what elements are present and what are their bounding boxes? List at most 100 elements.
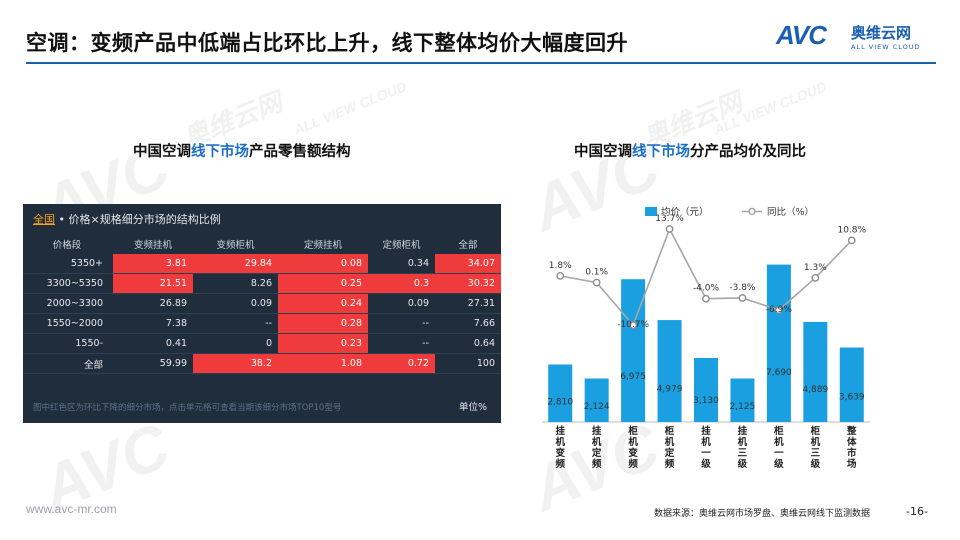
right-title-highlight: 线下市场 (632, 144, 690, 160)
category-label: 整体市场 (846, 425, 857, 470)
table-cell[interactable]: -- (265, 318, 272, 329)
table-cell[interactable]: 7.38 (165, 318, 187, 329)
table-scope-link[interactable]: 全国 (33, 213, 55, 226)
left-title-post: 产品零售额结构 (249, 144, 351, 160)
yoy-point (774, 306, 783, 315)
bar-value-label: 2,124 (584, 402, 610, 412)
left-title-highlight: 线下市场 (191, 144, 249, 160)
table-header-cell: 价格段 (52, 239, 82, 251)
yoy-point (702, 294, 710, 303)
bar (766, 264, 791, 422)
footer-url[interactable]: www.avc-mr.com (26, 502, 117, 516)
yoy-value-label: -4.0% (693, 284, 720, 294)
table-cell[interactable]: 0.24 (278, 294, 368, 313)
bar-value-label: 6,975 (620, 372, 646, 382)
category-label: 挂机变频 (555, 425, 565, 470)
bar (584, 378, 609, 422)
table-cell[interactable]: 0.41 (165, 338, 187, 349)
table-cell[interactable]: 100 (476, 358, 495, 369)
left-panel-title: 中国空调线下市场产品零售额结构 (133, 140, 351, 161)
yoy-point (592, 278, 601, 287)
logo-mark: AVC (776, 20, 827, 50)
category-label: 挂机一级 (700, 425, 711, 470)
table-row-label: 1550- (75, 338, 103, 349)
table-cell[interactable]: 0.28 (278, 314, 368, 333)
structure-table: 全国 • 价格×规格细分市场的结构比例 价格段 变频挂机 变频柜机 定频挂机 定频柜机全… (23, 204, 501, 423)
page-number: -16- (906, 505, 928, 518)
bar (548, 364, 573, 422)
left-title-pre: 中国空调 (133, 144, 191, 160)
row-divider (23, 273, 501, 274)
table-cell[interactable]: 8.26 (250, 278, 272, 289)
bar (621, 279, 646, 422)
table-cell[interactable]: 0.3 (368, 274, 435, 293)
table-header-cell: 变频柜机 (216, 239, 255, 251)
bar (839, 347, 864, 422)
price-chart: 均价（元） 同比（%） 2,810 2,124 6,975 4,979 3,130 2,125… (542, 206, 870, 470)
table-header-cell: 定频挂机 (303, 239, 342, 251)
bar-value-label: 3,639 (839, 393, 865, 403)
table-row-label: 2000~3300 (46, 298, 103, 309)
table-cell[interactable]: 30.32 (435, 274, 501, 293)
table-cell[interactable]: 21.51 (113, 274, 193, 293)
table-cell[interactable]: 26.89 (159, 298, 187, 309)
table-cell[interactable]: 0.25 (278, 274, 368, 293)
table-header-cell: 变频挂机 (133, 239, 172, 251)
table-cell[interactable]: 0.64 (473, 338, 495, 349)
bar-value-label: 7,690 (766, 368, 792, 378)
yoy-point (811, 273, 820, 282)
table-caption: 全国 • 价格×规格细分市场的结构比例 (33, 211, 221, 227)
table-cell[interactable]: 0.08 (278, 254, 368, 273)
table-cell[interactable]: 29.84 (193, 254, 278, 273)
yoy-point (556, 271, 565, 280)
table-cell[interactable]: 0.09 (407, 298, 429, 309)
table-cell[interactable]: 38.2 (193, 354, 278, 373)
table-cell[interactable]: 34.07 (435, 254, 501, 273)
table-note: 图中红色区为环比下降的细分市场，点击单元格可查看当期该细分市场TOP10型号 (33, 403, 342, 413)
yoy-point (665, 225, 674, 233)
table-row: 全部 59.99 38.2 1.08 0.72 100 (23, 354, 501, 374)
table-cell[interactable]: -- (422, 318, 429, 329)
table-row-label: 5350+ (70, 258, 103, 269)
right-panel-title: 中国空调线下市场分产品均价及同比 (574, 140, 806, 161)
table-row-label: 3300~5350 (46, 278, 103, 289)
category-label: 柜机定频 (664, 425, 675, 470)
right-title-post: 分产品均价及同比 (690, 144, 806, 160)
table-row: 3300~5350 21.51 8.26 0.25 0.3 30.32 (23, 274, 501, 294)
yoy-value-label: 0.1% (585, 268, 608, 278)
legend-bar-label: 均价（元） (661, 206, 709, 218)
table-cell[interactable]: 3.81 (113, 254, 193, 273)
table-cell[interactable]: 59.99 (159, 358, 187, 369)
table-cell[interactable]: 0.34 (407, 258, 429, 269)
table-cell[interactable]: -- (422, 338, 429, 349)
table-cell[interactable]: 0.09 (250, 298, 272, 309)
legend-line-marker (748, 207, 756, 216)
yoy-value-label: 13.7% (655, 214, 684, 224)
bar-value-label: 3,130 (693, 396, 719, 406)
watermark-en-2: ALL VIEW CLOUD (711, 78, 829, 138)
watermark-en-1: ALL VIEW CLOUD (291, 78, 409, 138)
bar-value-label: 4,979 (657, 384, 683, 394)
bar (694, 357, 718, 422)
table-cell[interactable]: 0 (265, 338, 272, 349)
yoy-point (738, 294, 747, 302)
category-label: 柜机三级 (810, 425, 821, 470)
table-row: 2000~3300 26.89 0.09 0.24 0.09 27.31 (23, 294, 501, 314)
footer-source: 数据来源：奥维云网市场罗盘、奥维云网线下监测数据 (654, 509, 871, 519)
bar (657, 320, 682, 422)
yoy-value-label: -10.7% (617, 320, 649, 330)
bar-value-label: 2,125 (730, 402, 756, 412)
yoy-value-label: 1.8% (549, 261, 572, 271)
yoy-point (847, 236, 856, 245)
right-title-pre: 中国空调 (574, 144, 632, 160)
logo-en: ALL VIEW CLOUD (851, 43, 921, 51)
table-cell[interactable]: 1.08 (278, 354, 368, 373)
title-divider (26, 62, 936, 64)
legend-line-label: 同比（%） (767, 206, 814, 218)
page-title: 空调：变频产品中低端占比环比上升，线下整体均价大幅度回升 (26, 31, 628, 55)
table-cell[interactable]: 7.66 (473, 318, 495, 329)
table-cell[interactable]: 0.23 (278, 334, 368, 353)
table-row-label: 1550~2000 (46, 318, 103, 329)
table-cell[interactable]: 27.31 (467, 298, 495, 309)
table-cell[interactable]: 0.72 (368, 354, 435, 373)
